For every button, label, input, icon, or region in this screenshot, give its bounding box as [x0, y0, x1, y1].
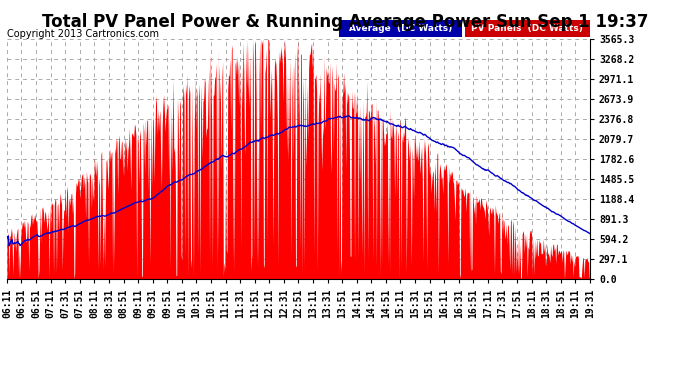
FancyBboxPatch shape	[464, 20, 590, 37]
Text: Average  (DC Watts): Average (DC Watts)	[349, 24, 452, 33]
Text: PV Panels  (DC Watts): PV Panels (DC Watts)	[471, 24, 583, 33]
Text: Total PV Panel Power & Running Average Power Sun Sep 1 19:37: Total PV Panel Power & Running Average P…	[42, 13, 648, 31]
Text: Copyright 2013 Cartronics.com: Copyright 2013 Cartronics.com	[7, 28, 159, 39]
FancyBboxPatch shape	[339, 20, 462, 37]
